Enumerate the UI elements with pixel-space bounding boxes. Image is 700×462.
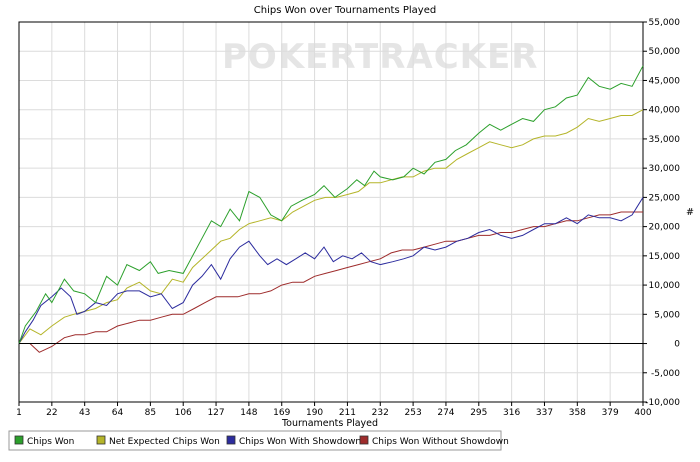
x-tick-label: 379: [602, 408, 619, 418]
x-tick-label: 148: [240, 408, 257, 418]
legend-swatch: [359, 435, 369, 445]
x-tick-label: 274: [437, 408, 454, 418]
x-tick-label: 253: [405, 408, 422, 418]
x-tick-label: 400: [634, 408, 651, 418]
watermark: POKERTRACKER: [222, 37, 538, 77]
y-tick-label: 40,000: [649, 106, 681, 116]
series-line-3: [18, 197, 644, 344]
x-tick-label: 85: [145, 408, 156, 418]
plot-area: [18, 21, 644, 403]
x-tick-label: 64: [112, 408, 124, 418]
x-tick-label: 22: [46, 408, 57, 418]
x-tick-label: 127: [207, 408, 224, 418]
y-tick-label: 25,000: [649, 193, 681, 203]
y-tick-label: 45,000: [649, 76, 681, 86]
x-tick-label: 43: [79, 408, 90, 418]
series-line-1: [18, 65, 644, 344]
y-tick-label: -10,000: [645, 398, 680, 408]
legend-swatch: [96, 435, 106, 445]
x-tick-label: 295: [470, 408, 487, 418]
y-axis-ticks: -10,000 -5,000 0 5,000 10,000 15,000 20,000 25,…: [643, 18, 680, 408]
x-tick-label: 316: [503, 408, 520, 418]
y-tick-label: 30,000: [649, 164, 681, 174]
x-tick-label: 232: [372, 408, 389, 418]
legend: Chips Won Net Expected Chips Won Chips Won…: [14, 435, 509, 447]
x-tick-label: 190: [306, 408, 323, 418]
y-tick-label: -5,000: [651, 369, 680, 379]
y-tick-label: 10,000: [649, 281, 681, 291]
legend-label: Chips Won Without Showdown: [372, 437, 509, 447]
y-tick-label: 50,000: [649, 47, 681, 57]
series-group: [18, 65, 644, 353]
series-line-4: [19, 211, 643, 353]
y-tick-label: 0: [674, 340, 680, 350]
y-axis-title: #: [686, 207, 694, 218]
y-tick-label: 55,000: [649, 18, 681, 28]
legend-label: Chips Won With Showdown: [239, 437, 361, 447]
legend-box: [8, 430, 502, 451]
chart-title: Chips Won over Tournaments Played: [254, 5, 436, 16]
grid: [18, 21, 644, 403]
watermark-text: POKERTRACKER: [222, 37, 538, 77]
x-tick-label: 169: [273, 408, 290, 418]
legend-swatch: [226, 435, 236, 445]
y-tick-label: 35,000: [649, 135, 681, 145]
x-tick-label: 337: [536, 408, 553, 418]
legend-swatch: [14, 435, 24, 445]
svg-text:POKERTRACKER: POKERTRACKER: [222, 37, 538, 77]
x-axis-title: Tournaments Played: [281, 418, 378, 429]
x-tick-label: 1: [16, 408, 22, 418]
x-tick-label: 358: [569, 408, 586, 418]
x-tick-label: 106: [175, 408, 192, 418]
y-tick-label: 5,000: [654, 310, 680, 320]
y-tick-label: 15,000: [649, 252, 681, 262]
legend-label: Net Expected Chips Won: [109, 437, 220, 447]
legend-label: Chips Won: [27, 437, 74, 447]
x-axis-ticks: 1 22 43 64 85 106 127 148 169 190 211 232 253 274 295 3…: [16, 402, 652, 418]
y-tick-label: 20,000: [649, 223, 681, 233]
x-tick-label: 211: [339, 408, 356, 418]
